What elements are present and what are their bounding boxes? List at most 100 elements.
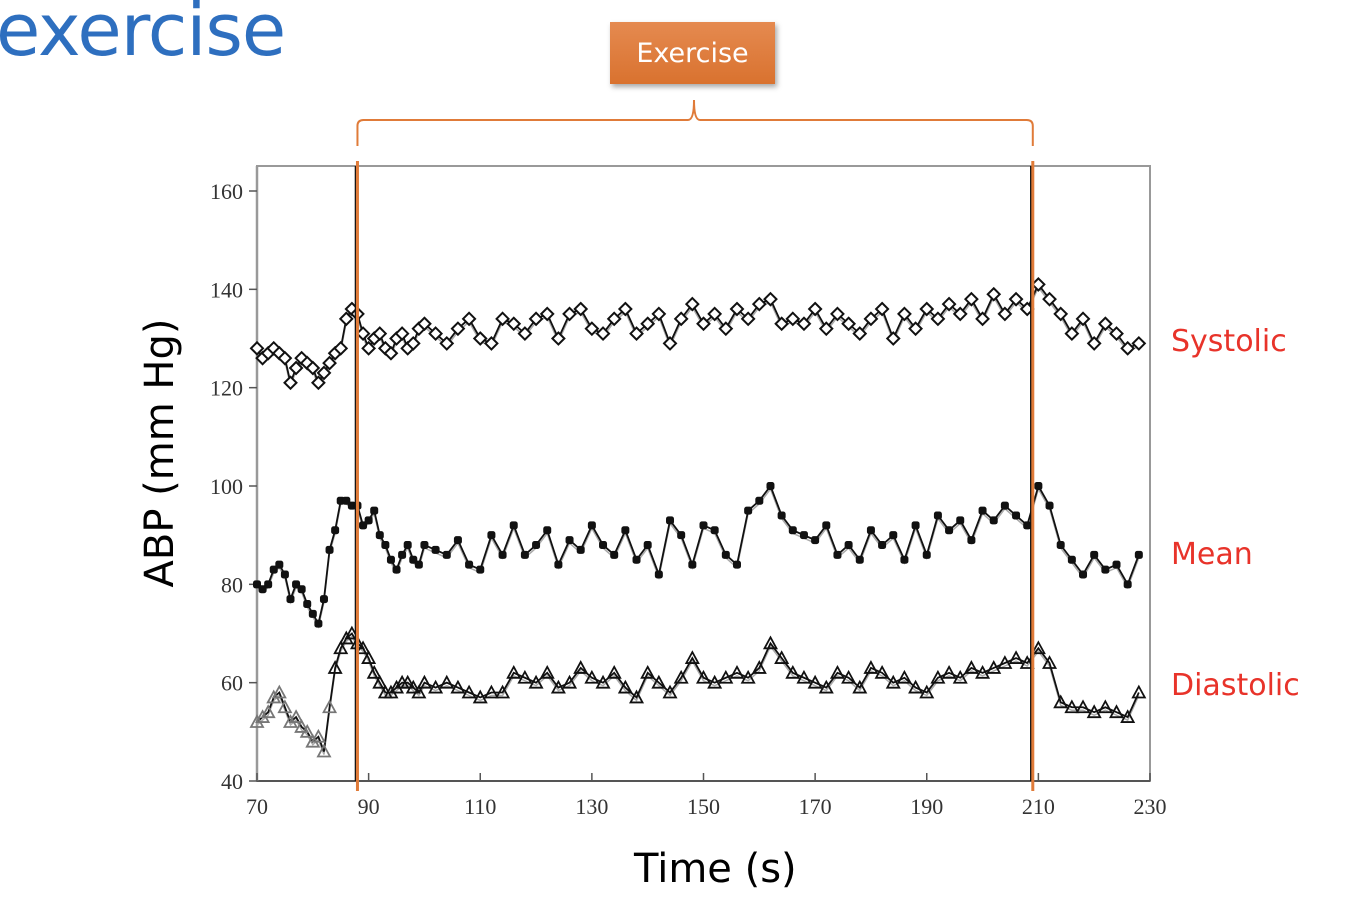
- y-tick-label: 60: [221, 671, 243, 696]
- data-point: [1030, 640, 1046, 655]
- data-point: [1109, 326, 1124, 341]
- data-point: [411, 684, 427, 699]
- data-point: [677, 531, 686, 540]
- x-tick-label: 230: [1134, 794, 1167, 819]
- data-point: [573, 660, 589, 674]
- data-point: [788, 526, 797, 535]
- data-point: [303, 600, 312, 608]
- data-point: [595, 326, 611, 341]
- data-point: [506, 316, 522, 332]
- data-point: [495, 684, 511, 699]
- data-point: [908, 679, 924, 694]
- y-tick-label: 160: [210, 179, 243, 204]
- series-line: [256, 632, 1140, 752]
- data-point: [896, 669, 912, 684]
- data-point: [465, 560, 474, 569]
- data-point: [740, 669, 756, 684]
- data-point: [829, 664, 845, 679]
- data-point: [763, 291, 778, 307]
- data-point: [621, 526, 630, 535]
- y-tick-label: 140: [210, 277, 243, 302]
- data-point: [963, 291, 979, 307]
- data-point: [640, 664, 656, 679]
- data-point: [517, 669, 533, 684]
- data-point: [1108, 704, 1125, 719]
- data-point: [997, 306, 1013, 322]
- data-point: [297, 585, 306, 594]
- data-point: [922, 550, 931, 559]
- data-point: [643, 541, 652, 549]
- data-point: [595, 674, 611, 689]
- x-tick-label: 70: [246, 794, 268, 819]
- data-point: [472, 689, 488, 704]
- data-point: [1056, 541, 1065, 549]
- series-label-mean: Mean: [1171, 537, 1253, 572]
- data-point: [562, 306, 577, 322]
- data-point: [322, 699, 338, 714]
- data-point: [978, 506, 987, 515]
- data-point: [431, 545, 440, 554]
- x-tick-label: 190: [910, 794, 943, 819]
- data-point: [952, 306, 968, 322]
- data-point: [688, 560, 697, 569]
- data-point: [684, 296, 700, 312]
- data-point: [699, 521, 708, 530]
- data-point: [785, 311, 801, 327]
- data-point: [439, 674, 455, 689]
- data-point: [333, 340, 349, 356]
- data-point: [841, 669, 857, 684]
- data-point: [1008, 291, 1024, 307]
- data-point: [283, 375, 298, 391]
- data-point: [866, 526, 875, 535]
- data-point: [370, 506, 379, 515]
- data-point: [472, 331, 488, 346]
- data-point: [610, 550, 619, 559]
- data-point: [640, 316, 656, 332]
- data-point: [945, 526, 954, 535]
- data-point: [774, 650, 790, 664]
- data-point: [476, 565, 485, 574]
- data-point: [911, 521, 920, 530]
- data-point: [409, 555, 418, 564]
- x-tick-label: 90: [358, 794, 380, 819]
- data-point: [654, 570, 663, 579]
- data-point: [919, 301, 935, 317]
- data-point: [617, 679, 633, 694]
- data-point: [562, 674, 578, 689]
- data-point: [543, 526, 552, 535]
- data-point: [818, 679, 834, 694]
- x-tick-label: 150: [687, 794, 720, 819]
- data-point: [565, 536, 574, 545]
- data-point: [355, 326, 371, 341]
- data-point: [308, 609, 317, 618]
- data-point: [275, 560, 284, 569]
- data-point: [554, 560, 563, 569]
- data-point: [361, 650, 377, 664]
- data-point: [294, 719, 310, 733]
- series-mean: [253, 482, 1143, 629]
- data-point: [878, 541, 887, 549]
- data-point: [319, 595, 328, 604]
- data-point: [509, 521, 518, 530]
- data-point: [364, 516, 373, 525]
- y-tick-label: 120: [210, 376, 243, 401]
- data-point: [1086, 704, 1102, 719]
- data-point: [1075, 699, 1091, 714]
- data-point: [405, 336, 421, 351]
- data-point: [986, 286, 1002, 302]
- data-point: [975, 664, 991, 679]
- data-point: [897, 306, 912, 322]
- data-point: [331, 526, 340, 535]
- data-point: [952, 669, 968, 684]
- data-point: [403, 541, 412, 549]
- data-point: [517, 326, 533, 341]
- data-point: [420, 541, 429, 549]
- data-point: [461, 684, 477, 699]
- data-point: [528, 311, 544, 327]
- data-point: [744, 506, 753, 515]
- x-tick-label: 110: [464, 794, 496, 819]
- data-point: [1101, 565, 1110, 574]
- data-point: [584, 321, 600, 337]
- data-point: [249, 340, 265, 356]
- x-tick-label: 130: [575, 794, 608, 819]
